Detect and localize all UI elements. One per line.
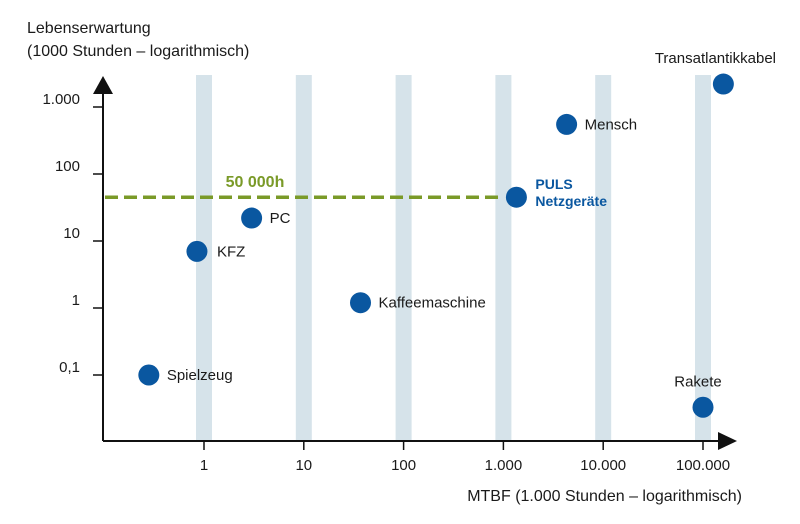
data-point: [505, 186, 527, 208]
x-tick-label: 100.000: [676, 457, 730, 474]
grid-band: [295, 75, 312, 441]
reference-line-label: 50 000h: [226, 174, 285, 191]
x-tick-label: 100: [391, 457, 416, 474]
grid-band: [495, 75, 512, 441]
y-tick-label: 1.000: [42, 91, 80, 108]
grid-band: [595, 75, 612, 441]
y-axis-arrow: [93, 76, 113, 94]
data-point-label: Rakete: [674, 373, 722, 390]
data-point: [186, 240, 208, 262]
x-axis-title: MTBF (1.000 Stunden – logarithmisch): [467, 488, 742, 505]
data-point-label: PC: [270, 210, 291, 227]
y-tick-label: 10: [63, 225, 80, 242]
x-tick-label: 1.000: [485, 457, 523, 474]
x-axis-arrow: [718, 432, 737, 450]
data-point-label: Spielzeug: [167, 367, 233, 384]
data-point-label: PULS: [535, 176, 572, 192]
data-point-label: Netzgeräte: [535, 193, 607, 209]
data-point-label: Mensch: [585, 116, 638, 133]
y-axis-title-line1: Lebenserwartung: [27, 20, 151, 37]
grid-band: [695, 75, 711, 441]
axes: [93, 76, 737, 450]
x-tick-label: 10.000: [580, 457, 626, 474]
x-tick-label: 10: [295, 457, 312, 474]
grid-band: [395, 75, 412, 441]
data-point-label: KFZ: [217, 243, 245, 260]
y-axis-title-line2: (1000 Stunden – logarithmisch): [27, 43, 249, 60]
data-point-label: Transatlantikkabel: [655, 50, 776, 67]
grid-bands: [196, 75, 711, 441]
x-ticks: 1 10 100 1.000 10.000 100.000: [200, 441, 730, 474]
data-point: [350, 292, 372, 314]
data-point: [692, 396, 714, 418]
data-point: [138, 364, 160, 386]
reference-line-group: 50 000h: [105, 174, 500, 199]
y-ticks: 0,1 1 10 100 1.000: [42, 91, 103, 376]
y-tick-label: 0,1: [59, 359, 80, 376]
y-tick-label: 100: [55, 158, 80, 175]
data-point: [241, 207, 263, 229]
x-tick-label: 1: [200, 457, 208, 474]
data-point: [712, 73, 734, 95]
data-point: [556, 113, 578, 135]
data-points: Spielzeug KFZ PC Kaffeemaschine PULSNetzgerä…: [138, 50, 776, 418]
data-point-label: Kaffeemaschine: [379, 295, 486, 312]
y-tick-label: 1: [72, 292, 80, 309]
